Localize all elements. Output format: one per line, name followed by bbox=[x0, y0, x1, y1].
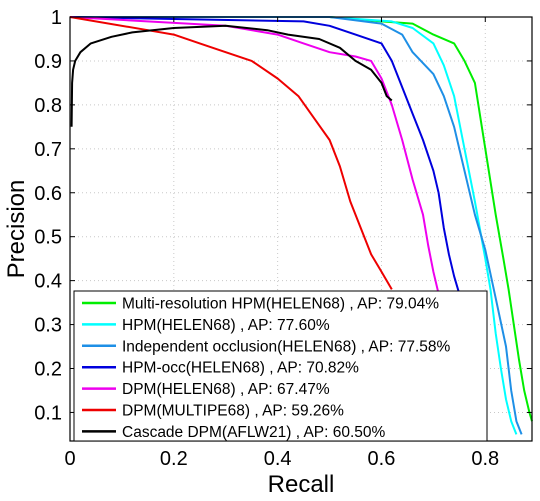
x-tick-label: 0.6 bbox=[368, 448, 396, 470]
legend-label: DPM(HELEN68) , AP: 67.47% bbox=[122, 381, 330, 398]
y-tick-label: 0.9 bbox=[34, 51, 62, 73]
y-tick-label: 0.5 bbox=[34, 227, 62, 249]
legend: Multi-resolution HPM(HELEN68) , AP: 79.0… bbox=[73, 290, 488, 442]
series-curve-0 bbox=[70, 16, 533, 422]
y-tick-label: 1 bbox=[51, 7, 62, 29]
y-axis-label: Precision bbox=[3, 180, 30, 279]
axis-tick-labels: 0 0.2 0.4 0.6 0.8 0.1 0.2 0.3 0.4 0.5 0.6 0.7 0.8 0.9… bbox=[34, 7, 499, 470]
series-curve-1 bbox=[70, 16, 518, 435]
legend-label: Multi-resolution HPM(HELEN68) , AP: 79.0… bbox=[122, 296, 439, 313]
y-tick-label: 0.8 bbox=[34, 95, 62, 117]
legend-box bbox=[73, 290, 488, 442]
y-tick-label: 0.4 bbox=[34, 271, 62, 293]
x-tick-label: 0.8 bbox=[471, 448, 499, 470]
legend-item: Independent occlusion(HELEN68) , AP: 77.… bbox=[82, 338, 451, 355]
plot-curves bbox=[69, 16, 533, 435]
legend-item: Cascade DPM(AFLW21) , AP: 60.50% bbox=[82, 424, 386, 441]
series-curve-2 bbox=[70, 16, 523, 435]
x-tick-label: 0 bbox=[64, 448, 75, 470]
legend-item: HPM(HELEN68) , AP: 77.60% bbox=[82, 317, 330, 334]
series-curve-5 bbox=[69, 16, 393, 290]
x-axis-label: Recall bbox=[268, 471, 335, 498]
series-curve-6 bbox=[70, 24, 393, 127]
legend-item: DPM(HELEN68) , AP: 67.47% bbox=[82, 381, 330, 398]
legend-label: DPM(MULTIPE68) , AP: 59.26% bbox=[122, 403, 344, 420]
x-tick-label: 0.4 bbox=[264, 448, 292, 470]
legend-label: Cascade DPM(AFLW21) , AP: 60.50% bbox=[122, 424, 386, 441]
legend-label: HPM-occ(HELEN68) , AP: 70.82% bbox=[122, 360, 359, 377]
y-tick-label: 0.3 bbox=[34, 315, 62, 337]
legend-item: DPM(MULTIPE68) , AP: 59.26% bbox=[82, 403, 344, 420]
y-tick-label: 0.6 bbox=[34, 183, 62, 205]
series-curve-3 bbox=[69, 16, 466, 308]
y-tick-label: 0.1 bbox=[34, 402, 62, 424]
y-tick-label: 0.2 bbox=[34, 359, 62, 381]
x-tick-label: 0.2 bbox=[160, 448, 188, 470]
legend-item: HPM-occ(HELEN68) , AP: 70.82% bbox=[82, 360, 359, 377]
legend-label: Independent occlusion(HELEN68) , AP: 77.… bbox=[122, 338, 451, 355]
legend-label: HPM(HELEN68) , AP: 77.60% bbox=[122, 317, 330, 334]
legend-item: Multi-resolution HPM(HELEN68) , AP: 79.0… bbox=[82, 296, 439, 313]
series-curve-4 bbox=[69, 16, 440, 295]
y-tick-label: 0.7 bbox=[34, 139, 62, 161]
